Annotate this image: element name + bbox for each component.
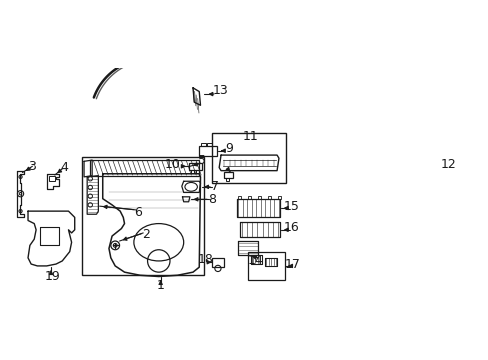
Bar: [211, 133, 286, 183]
Text: 15: 15: [283, 200, 299, 213]
Text: 6: 6: [134, 206, 142, 219]
Bar: [195, 170, 199, 173]
Bar: [247, 252, 285, 280]
Bar: [199, 146, 216, 156]
Text: 16: 16: [283, 221, 299, 234]
Text: 7: 7: [210, 180, 218, 193]
Text: 19: 19: [44, 270, 60, 283]
Bar: [207, 143, 212, 146]
Text: 17: 17: [284, 258, 300, 271]
Bar: [225, 178, 229, 181]
Text: 4: 4: [60, 161, 68, 174]
Text: 12: 12: [440, 158, 455, 171]
Bar: [190, 170, 194, 173]
Bar: [247, 195, 250, 199]
Bar: [82, 157, 203, 275]
Bar: [188, 163, 202, 170]
Text: 13: 13: [213, 84, 228, 97]
Text: 5: 5: [198, 154, 206, 167]
Bar: [267, 195, 271, 199]
Text: 8: 8: [207, 193, 215, 206]
Text: 14: 14: [247, 255, 263, 267]
Bar: [211, 258, 224, 266]
Text: 11: 11: [243, 130, 258, 143]
Bar: [237, 195, 241, 199]
Bar: [201, 143, 205, 146]
Bar: [224, 172, 233, 178]
Bar: [49, 176, 55, 181]
Bar: [278, 195, 281, 199]
Text: 9: 9: [225, 142, 233, 156]
Text: 18: 18: [197, 253, 213, 266]
Text: 2: 2: [142, 228, 150, 241]
Bar: [90, 160, 199, 176]
Text: 3: 3: [28, 160, 36, 173]
Text: 10: 10: [165, 158, 181, 171]
Text: 1: 1: [156, 279, 164, 292]
Bar: [258, 195, 261, 199]
